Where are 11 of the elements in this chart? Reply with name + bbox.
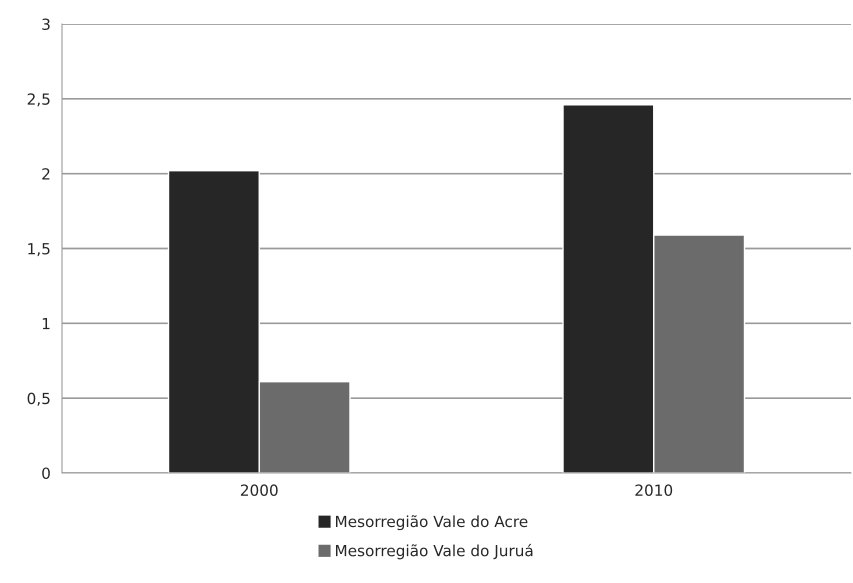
y-tick-label: 0: [42, 467, 50, 480]
y-tick-label: 1: [42, 318, 50, 330]
legend-label: Mesorregião Vale do Acre: [336, 515, 528, 530]
y-tick-label: 0,5: [28, 392, 50, 406]
legend-label: Mesorregião Vale do Juruá: [336, 544, 532, 560]
y-tick-label: 1,5: [28, 243, 50, 256]
x-tick-label: 2000: [240, 484, 278, 496]
y-tick-label: 2: [42, 168, 50, 180]
y-tick-label: 2,5: [28, 93, 50, 106]
x-tick-label: 2010: [635, 484, 672, 496]
y-tick-label: 3: [42, 18, 50, 30]
